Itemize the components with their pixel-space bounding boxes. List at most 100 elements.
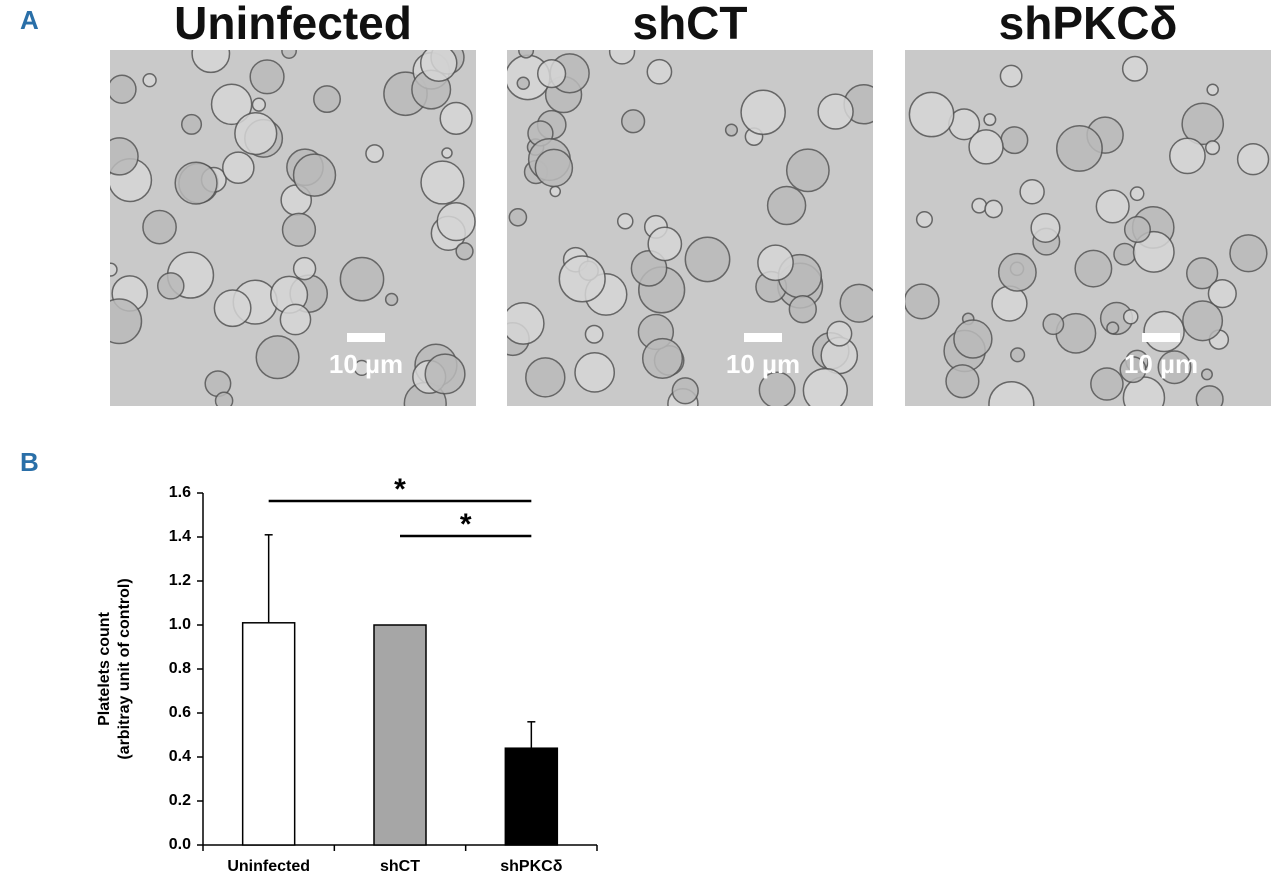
cell: [1119, 356, 1147, 384]
cell: [516, 76, 530, 91]
cell: [1200, 368, 1213, 381]
cell: [365, 144, 384, 163]
scale-bar: [744, 333, 782, 342]
cell: [724, 123, 739, 137]
cell: [174, 161, 218, 205]
cell: [647, 226, 683, 262]
cell: [508, 207, 528, 227]
cell: [984, 199, 1003, 219]
x-tick-label: shPKCδ: [500, 858, 562, 875]
cell: [1042, 313, 1065, 336]
cell: [621, 109, 646, 134]
cell: [157, 272, 185, 300]
cell: [608, 50, 636, 65]
y-axis-label: Platelets count (arbitray unit of control…: [96, 578, 133, 759]
cell: [997, 252, 1037, 292]
cell: [646, 58, 673, 85]
cell: [1186, 257, 1219, 290]
cell: [616, 212, 634, 230]
y-tick-label: 1.4: [169, 528, 191, 545]
cell: [110, 298, 143, 345]
cell: [436, 201, 476, 242]
cell: [1121, 55, 1148, 82]
cell: [384, 292, 399, 307]
y-tick-label: 0.0: [169, 836, 191, 853]
cell: [339, 256, 385, 302]
image-title: shCT: [633, 0, 748, 49]
cell: [905, 283, 940, 320]
cell: [1207, 279, 1237, 309]
cell: [1106, 321, 1120, 335]
cell: [424, 353, 466, 395]
panel-label: B: [20, 447, 39, 477]
cell: [826, 320, 853, 347]
y-tick-label: 1.2: [169, 572, 191, 589]
cell: [110, 137, 139, 176]
cell: [292, 256, 317, 281]
cell: [213, 289, 252, 328]
cell: [234, 111, 278, 156]
cell: [915, 210, 933, 229]
y-tick-label: 0.6: [169, 704, 191, 721]
image-title: shPKCδ: [999, 0, 1178, 49]
cell: [281, 50, 297, 59]
scale-bar: [347, 333, 385, 342]
cell: [353, 359, 370, 377]
cell: [1236, 142, 1270, 176]
micrograph: [905, 50, 1271, 406]
cell: [279, 303, 312, 336]
x-tick-label: shCT: [380, 858, 420, 875]
cell: [110, 262, 118, 277]
cell: [191, 50, 231, 74]
cell: [281, 212, 317, 247]
cell: [534, 148, 574, 188]
cell: [439, 101, 473, 135]
cell: [953, 319, 993, 359]
cell: [249, 59, 285, 95]
cell: [518, 50, 535, 59]
cell: [1181, 102, 1225, 146]
significance-mark: *: [394, 473, 406, 506]
significance-mark: *: [460, 508, 472, 541]
cell: [766, 185, 807, 226]
cell: [788, 295, 817, 324]
y-tick-label: 0.4: [169, 748, 191, 765]
cell: [1157, 350, 1192, 385]
cell: [1122, 308, 1139, 325]
y-tick-label: 1.6: [169, 484, 191, 501]
bar: [504, 747, 559, 846]
cell: [1122, 376, 1166, 406]
cell: [558, 255, 606, 303]
cell: [525, 357, 566, 398]
cell: [584, 324, 604, 344]
cell: [757, 244, 794, 282]
cell: [142, 73, 157, 88]
cell: [1206, 83, 1219, 97]
cell: [758, 371, 796, 406]
cell: [1169, 137, 1206, 175]
cell: [210, 83, 253, 126]
panel-label: A: [20, 5, 39, 35]
cell: [1195, 385, 1224, 406]
cell: [180, 113, 203, 135]
cell: [839, 283, 873, 323]
cell: [1074, 249, 1113, 288]
cell: [817, 93, 854, 130]
micrograph: [110, 50, 476, 406]
cell: [455, 242, 474, 261]
y-axis-label-line: (arbitray unit of control): [116, 578, 133, 759]
cell: [983, 113, 997, 127]
cell: [292, 153, 337, 197]
cell: [1010, 347, 1026, 363]
cell: [1113, 242, 1137, 266]
cell: [1000, 126, 1029, 155]
cell: [142, 209, 177, 245]
cell: [1229, 234, 1268, 273]
bar: [241, 622, 296, 846]
cell: [1182, 300, 1224, 342]
cell: [251, 97, 267, 112]
scale-bar: [1142, 333, 1180, 342]
cell: [740, 89, 786, 136]
cell: [1056, 124, 1103, 172]
